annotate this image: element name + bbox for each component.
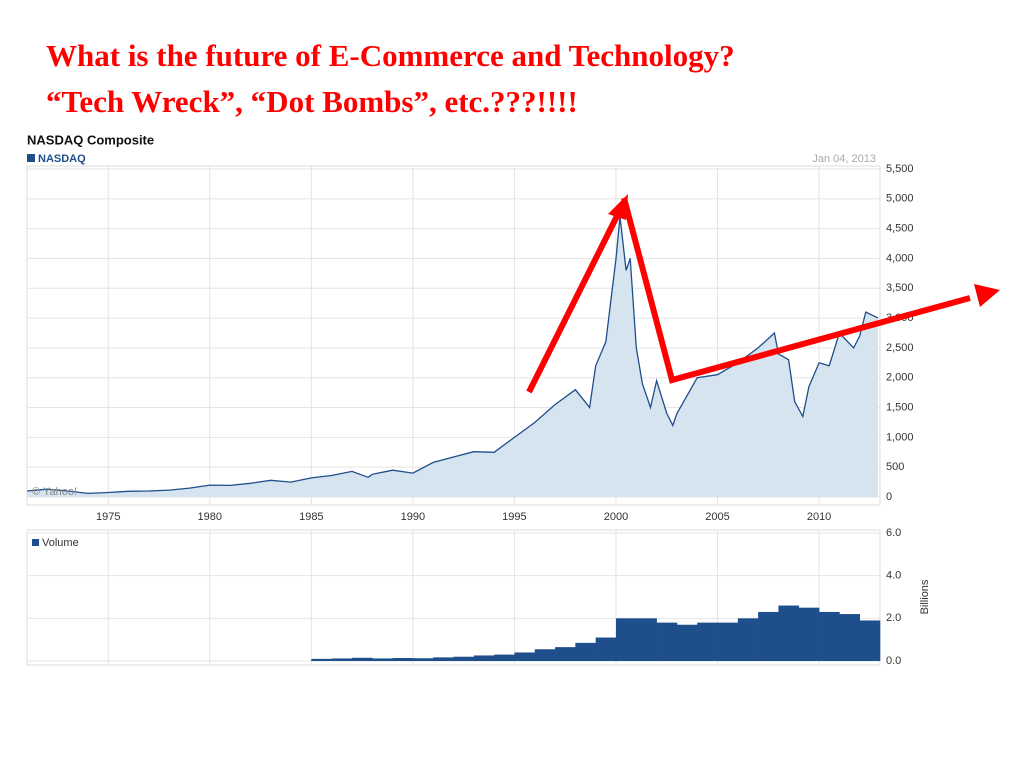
y-tick-label: 0.0 xyxy=(886,655,901,667)
price-chart: 05001,0001,5002,0002,5003,0003,5004,0004… xyxy=(26,163,914,523)
bar xyxy=(494,654,515,661)
volume-chart: 0.0 2.0 4.0 6.0 xyxy=(26,527,901,667)
y-tick-label: 3,500 xyxy=(886,282,914,294)
bar xyxy=(453,656,475,661)
bar xyxy=(859,620,881,661)
bar xyxy=(433,657,454,661)
y-tick-label: 4.0 xyxy=(886,570,901,582)
bar xyxy=(372,658,393,661)
bar xyxy=(392,658,414,661)
y-tick-label: 6.0 xyxy=(886,527,901,539)
chart-title: NASDAQ Composite xyxy=(27,132,154,147)
y-axis-label: Billions xyxy=(919,579,931,614)
annotation-arrows xyxy=(526,194,1000,394)
y-tick-label: 500 xyxy=(886,461,904,473)
bar xyxy=(311,658,332,661)
area xyxy=(27,216,878,497)
date-label: Jan 04, 2013 xyxy=(812,153,876,165)
y-tick-label: 4,000 xyxy=(886,252,914,264)
y-tick-label: 5,000 xyxy=(886,193,914,205)
y-tick-label: 1,000 xyxy=(886,431,914,443)
bar xyxy=(555,647,576,661)
legend-entry: Volume xyxy=(42,537,79,549)
x-tick-label: 2005 xyxy=(705,511,729,523)
legend-entry: NASDAQ xyxy=(38,153,86,165)
bar xyxy=(595,637,617,661)
y-tick-label: 4,500 xyxy=(886,223,914,235)
legend-swatch xyxy=(27,154,35,162)
bar xyxy=(636,618,657,661)
bar xyxy=(839,614,860,661)
credit: © Yahoo! xyxy=(32,486,77,498)
x-tick-label: 1985 xyxy=(299,511,323,523)
arrow-head xyxy=(974,284,1000,307)
arrow-line xyxy=(621,197,971,384)
x-tick-label: 1980 xyxy=(198,511,222,523)
bar xyxy=(615,618,637,661)
line xyxy=(26,216,879,495)
bar xyxy=(676,624,698,661)
bar xyxy=(534,649,556,661)
bar xyxy=(758,611,779,661)
bar xyxy=(819,611,840,661)
bar xyxy=(697,622,718,661)
arrow-line xyxy=(526,210,622,394)
x-tick-label: 2010 xyxy=(807,511,831,523)
bar xyxy=(514,652,536,661)
y-tick-label: 2,000 xyxy=(886,372,914,384)
x-tick-label: 1995 xyxy=(502,511,526,523)
x-tick-label: 2000 xyxy=(604,511,628,523)
bar xyxy=(351,657,373,661)
y-tick-label: 1,500 xyxy=(886,401,914,413)
y-tick-label: 0 xyxy=(886,491,892,503)
bar xyxy=(737,618,759,661)
bar xyxy=(778,605,800,661)
bar xyxy=(473,655,495,661)
bar xyxy=(717,622,739,661)
slide-title: What is the future of E-Commerce and Tec… xyxy=(46,38,735,73)
x-tick-label: 1975 xyxy=(96,511,120,523)
bar xyxy=(331,658,353,661)
bar xyxy=(575,642,596,661)
bar xyxy=(656,622,678,661)
bar xyxy=(412,658,434,661)
bar xyxy=(798,607,820,661)
plot-frame xyxy=(26,165,881,506)
slide-title: “Tech Wreck”, “Dot Bombs”, etc.???!!!! xyxy=(46,84,578,119)
y-tick-label: 2,500 xyxy=(886,342,914,354)
y-tick-label: 2.0 xyxy=(886,612,901,624)
x-tick-label: 1990 xyxy=(401,511,425,523)
plot-frame xyxy=(26,529,881,666)
legend-swatch xyxy=(32,539,39,546)
y-tick-label: 5,500 xyxy=(886,163,914,175)
